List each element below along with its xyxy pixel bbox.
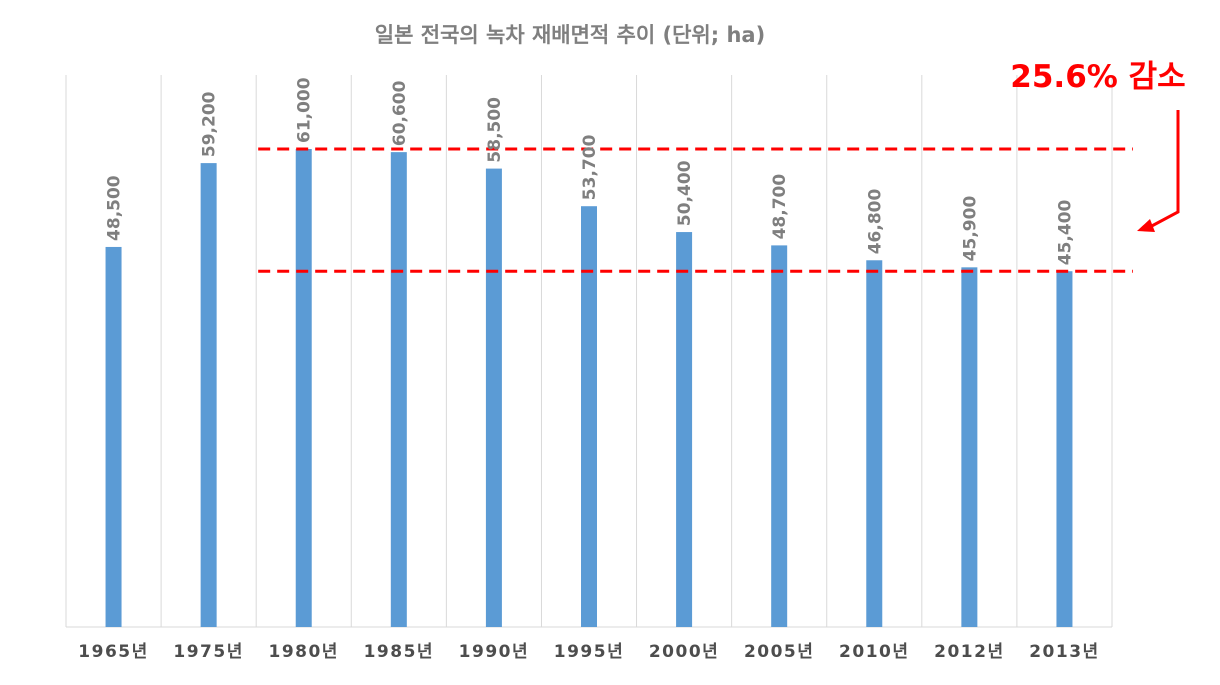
data-label: 58,500: [485, 97, 505, 163]
data-label: 53,700: [580, 134, 600, 200]
x-tick-label: 1965년: [78, 642, 148, 662]
x-tick-label: 1980년: [268, 642, 338, 662]
x-tick-label: 2005년: [744, 642, 814, 662]
bars: [105, 149, 1073, 628]
x-tick-label: 1975년: [173, 642, 243, 662]
x-tick-label: 2013년: [1029, 642, 1099, 662]
data-label: 50,400: [675, 160, 695, 226]
x-axis-tick-labels: 1965년 1975년 1980년 1985년 1990년 1995년 2000년 2005년…: [78, 642, 1099, 662]
chart-title: 일본 전국의 녹차 재배면적 추이 (단위; ha): [375, 23, 765, 47]
bar: [771, 245, 788, 627]
data-label: 59,200: [200, 91, 220, 157]
bar: [676, 232, 693, 627]
x-tick-label: 1990년: [459, 642, 529, 662]
data-label: 48,500: [105, 175, 125, 241]
data-label: 46,800: [865, 188, 885, 254]
x-tick-label: 1985년: [364, 642, 434, 662]
reference-lines: [258, 147, 1133, 273]
annotation-arrowhead: [1137, 219, 1155, 232]
x-tick-label: 2010년: [839, 642, 909, 662]
bar: [295, 149, 312, 627]
data-label: 45,900: [960, 196, 980, 262]
bar: [1056, 271, 1073, 627]
bar: [961, 267, 978, 627]
bar: [485, 168, 502, 628]
annotation-arrow: [1147, 110, 1180, 230]
bar: [581, 206, 597, 627]
data-label: 60,600: [390, 80, 410, 146]
data-labels: 48,500 59,200 61,000 60,600 58,500 53,700 50,4…: [105, 77, 1076, 265]
decrease-annotation: 25.6% 감소: [1010, 59, 1185, 95]
bar: [390, 152, 407, 627]
x-tick-label: 2012년: [934, 642, 1004, 662]
data-label: 45,400: [1055, 199, 1075, 265]
bar: [866, 260, 883, 627]
x-tick-label: 1995년: [554, 642, 624, 662]
data-label: 61,000: [295, 77, 315, 143]
data-label: 48,700: [770, 174, 790, 240]
x-tick-label: 2000년: [649, 642, 719, 662]
bar: [105, 246, 122, 628]
bar: [200, 163, 217, 627]
